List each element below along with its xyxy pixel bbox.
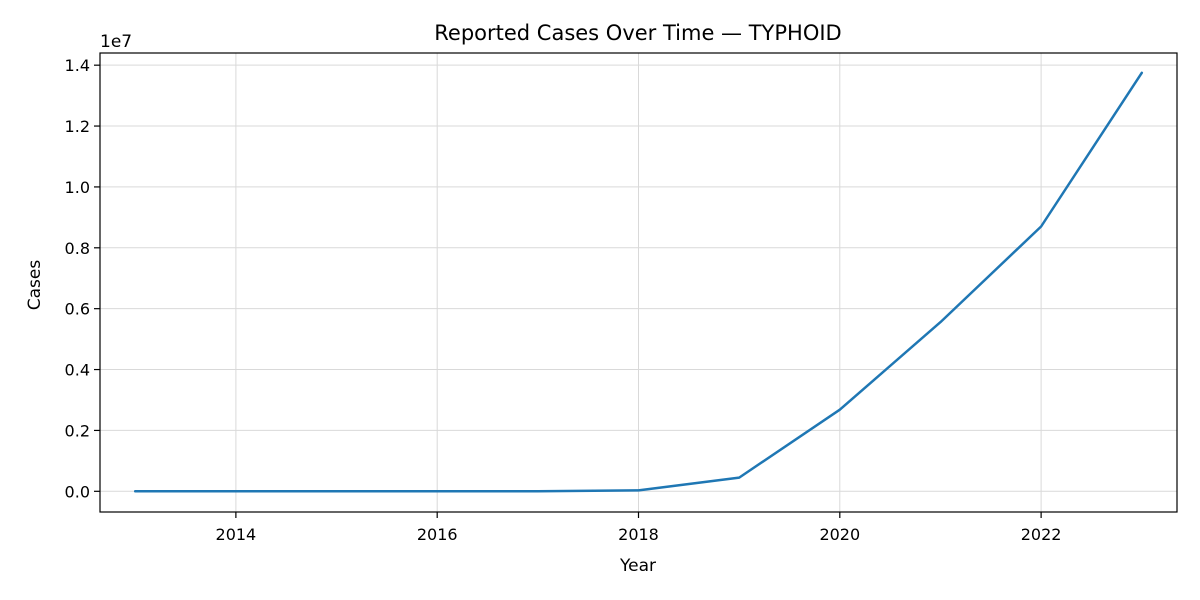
y-tick-label: 1.2 <box>65 117 90 136</box>
x-tick-label: 2022 <box>1021 525 1062 544</box>
x-tick-label: 2020 <box>819 525 860 544</box>
chart-title: Reported Cases Over Time — TYPHOID <box>434 21 841 45</box>
x-axis-label: Year <box>619 556 656 576</box>
y-tick-label: 0.2 <box>65 421 90 440</box>
x-tick-label: 2018 <box>618 525 659 544</box>
x-tick-label: 2016 <box>417 525 458 544</box>
x-tick-label: 2014 <box>216 525 257 544</box>
y-tick-label: 0.6 <box>65 300 90 319</box>
y-tick-label: 1.4 <box>65 56 90 75</box>
y-tick-label: 1.0 <box>65 178 90 197</box>
y-axis-offset-label: 1e7 <box>100 32 132 52</box>
y-tick-label: 0.0 <box>65 482 90 501</box>
x-axis: 2014 2016 2018 2020 2022 <box>216 512 1062 544</box>
series-line <box>133 71 1144 493</box>
y-axis: 0.0 0.2 0.4 0.6 0.8 1.0 1.2 1.4 <box>65 56 100 501</box>
grid-lines <box>100 53 1177 512</box>
y-tick-label: 0.8 <box>65 239 90 258</box>
y-tick-label: 0.4 <box>65 361 90 380</box>
y-axis-label: Cases <box>25 260 45 311</box>
